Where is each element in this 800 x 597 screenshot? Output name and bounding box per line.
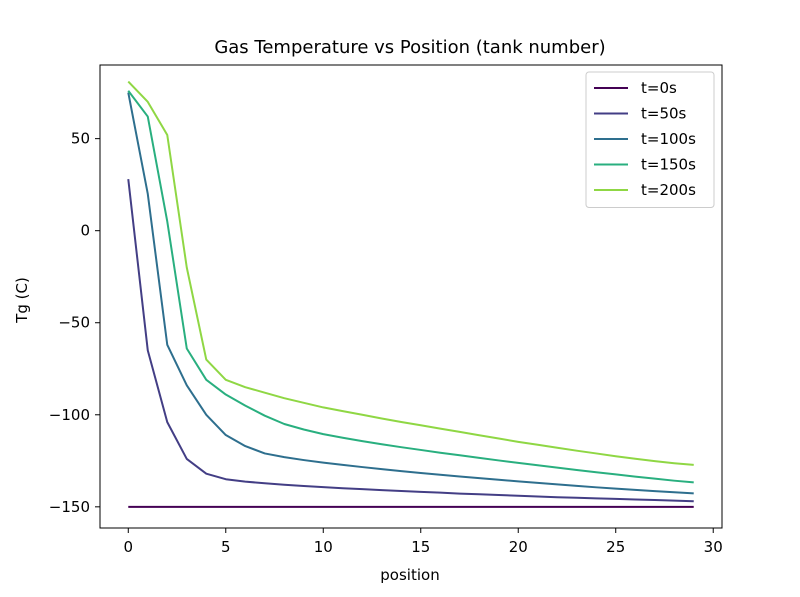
chart-title: Gas Temperature vs Position (tank number… xyxy=(214,37,605,58)
x-tick-label: 10 xyxy=(314,538,333,556)
legend-label-4: t=200s xyxy=(641,181,696,199)
legend-label-1: t=50s xyxy=(641,105,687,123)
series-line-2 xyxy=(127,92,694,495)
x-axis-label: position xyxy=(380,566,439,584)
legend-label-0: t=0s xyxy=(641,79,677,97)
x-tick-label: 20 xyxy=(509,538,528,556)
series-line-1 xyxy=(127,179,694,503)
legend-label-3: t=150s xyxy=(641,156,696,174)
plot-area xyxy=(127,80,694,508)
legend: t=0s t=50s t=100s t=150s t=200s xyxy=(585,71,715,208)
y-axis: −150 −100 −50 0 50 xyxy=(49,130,100,516)
y-tick-label: 0 xyxy=(80,222,90,240)
x-tick-label: 0 xyxy=(123,538,133,556)
series-line-3 xyxy=(127,90,694,484)
plot-frame xyxy=(99,64,723,529)
legend-box xyxy=(585,71,715,208)
y-tick-label: −100 xyxy=(49,406,90,424)
y-axis-label: Tg (C) xyxy=(13,277,31,324)
legend-label-2: t=100s xyxy=(641,130,696,148)
x-tick-label: 5 xyxy=(221,538,231,556)
x-axis: 0 5 10 15 20 25 30 xyxy=(123,528,723,556)
x-tick-label: 30 xyxy=(704,538,723,556)
x-tick-label: 15 xyxy=(411,538,430,556)
x-tick-label: 25 xyxy=(606,538,625,556)
y-tick-label: −50 xyxy=(58,314,90,332)
series-line-4 xyxy=(127,80,694,466)
y-tick-label: −150 xyxy=(49,498,90,516)
y-tick-label: 50 xyxy=(71,130,90,148)
